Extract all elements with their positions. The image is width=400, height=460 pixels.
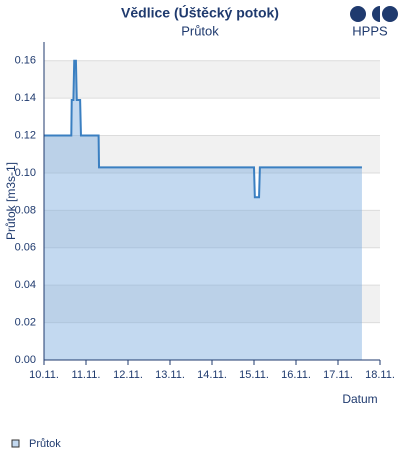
x-tick-label: 18.11. — [365, 369, 395, 381]
legend-swatch — [11, 439, 20, 448]
logo-text: HPPS — [352, 23, 388, 38]
x-tick-label: 16.11. — [281, 369, 311, 381]
y-tick-label: 0.08 — [15, 204, 36, 216]
x-tick-label: 10.11. — [29, 369, 59, 381]
logo-icon — [350, 6, 398, 22]
grid-band — [44, 60, 380, 99]
x-tick-label: 15.11. — [239, 369, 269, 381]
y-tick-label: 0.12 — [15, 129, 36, 141]
y-tick-label: 0.10 — [15, 167, 36, 179]
grid-band — [44, 285, 380, 323]
area — [44, 60, 362, 361]
x-tick-label: 14.11. — [197, 369, 227, 381]
x-axis-label: Datum — [342, 392, 377, 406]
plot-background — [44, 60, 380, 323]
legend-label: Průtok — [29, 438, 61, 450]
chart-subtitle: Průtok — [181, 23, 219, 38]
y-tick-label: 0.16 — [15, 55, 36, 67]
y-tick-label: 0.00 — [15, 354, 36, 366]
grid-band — [44, 210, 380, 248]
x-tick-label: 13.11. — [155, 369, 185, 381]
chart-title: Vědlice (Úštěcký potok) — [121, 4, 279, 21]
line — [44, 59, 362, 199]
y-tick-label: 0.14 — [15, 92, 36, 104]
y-tick-label: 0.02 — [15, 316, 36, 328]
y-axis-label: Průtok [m3s-1] — [4, 162, 18, 240]
x-tick-label: 11.11. — [72, 369, 101, 381]
x-tick-label: 17.11. — [323, 369, 353, 381]
x-tick-label: 12.11. — [113, 369, 143, 381]
y-tick-label: 0.04 — [15, 279, 36, 291]
y-tick-label: 0.06 — [15, 242, 36, 254]
